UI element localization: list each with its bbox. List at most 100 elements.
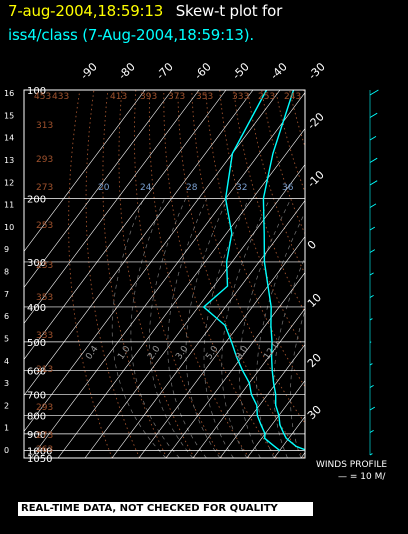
isotherm [24,90,200,324]
dewpoint-trace [202,90,281,451]
dry-adiabat-label: 373 [168,92,185,102]
dry-adiabat [318,90,408,458]
wind-barb [369,363,373,366]
isotherm [57,128,305,458]
wind-barb [369,406,376,411]
height-tick-label: 5 [4,334,9,343]
moist-adiabat-label: 1.0 [116,344,133,362]
wind-barb [369,341,372,343]
pressure-tick-label: 900 [27,430,46,441]
dry-adiabat [387,90,408,458]
dry-adiabat [401,90,408,458]
isotherm [192,308,305,458]
wind-barb [369,157,378,163]
top-temp-tick-label: -60 [192,60,214,82]
pressure-tick-label: 1000 [27,446,52,457]
right-temp-tick-label: 0 [305,238,319,252]
dry-adiabat [219,90,305,351]
moist-adiabat-label: 3.0 [174,344,191,362]
height-tick-label: 10 [4,223,14,232]
height-tick-label: 14 [4,134,14,143]
mixing-ratio-label: 36 [282,183,294,193]
moist-adiabat [238,198,292,458]
dry-adiabat-label: 263 [36,445,53,455]
moist-adiabat [221,198,271,458]
dry-adiabat [359,90,408,458]
temperature-trace [262,90,305,451]
dry-adiabat-label: 333 [36,331,53,341]
isotherm [300,452,305,458]
dry-adiabat [275,90,305,194]
moist-adiabat [323,199,397,459]
height-tick-label: 7 [4,290,9,299]
isotherm [165,272,305,458]
height-tick-label: 0 [4,446,9,455]
height-tick-label: 8 [4,268,9,277]
moist-adiabat [167,198,208,458]
dry-adiabat [373,90,408,458]
dry-adiabat-label: 273 [36,183,53,193]
dry-adiabat [247,90,305,275]
wind-barb [369,453,373,456]
top-temp-tick-label: -70 [154,60,176,82]
pressure-tick-label: 500 [27,338,46,349]
dry-adiabat-label: 293 [36,155,53,165]
right-temp-tick-label: 20 [305,351,324,370]
moist-adiabat [203,198,250,458]
moist-adiabat-label: 5.0 [204,344,221,362]
moist-adiabat-label: 2.0 [146,344,163,362]
isotherm [30,92,305,458]
dry-adiabat-label: 293 [36,403,53,413]
isotherm [328,90,408,458]
top-temp-tick-label: -40 [268,60,290,82]
moist-adiabat-label: 0.4 [84,344,101,362]
isotherm [111,200,305,458]
pressure-tick-label: 700 [27,391,46,402]
dry-adiabat [85,90,141,458]
title-datetime: 7-aug-2004,18:59:13 [8,2,164,20]
dry-adiabat-label: 413 [110,92,127,102]
wind-barb [369,112,378,118]
isotherm [382,90,408,458]
isotherm [138,236,305,458]
height-tick-label: 4 [4,357,9,366]
pressure-tick-label: 1050 [27,454,52,465]
dry-adiabat [205,90,305,388]
isotherm [84,164,305,458]
dry-adiabat [177,90,305,458]
pressure-tick-label: 200 [27,194,46,205]
winds-profile-scale: — = 10 M/ [338,472,386,482]
wind-barb [369,294,374,298]
top-temp-tick-label: -80 [116,60,138,82]
isotherm [24,90,254,396]
dry-adiabat-label: 433 [52,92,69,102]
dry-adiabat-label: 253 [36,221,53,231]
isotherm [24,90,146,252]
mixing-ratio-label: 32 [236,183,247,193]
plot-area [24,90,408,459]
dry-adiabat-label: 273 [36,431,53,441]
dry-adiabat [102,90,168,458]
height-tick-label: 16 [4,89,14,98]
top-temp-tick-label: -50 [230,60,252,82]
height-tick-label: 3 [4,379,9,388]
mixing-ratio-label: 20 [98,183,110,193]
mixing-ratio-label: 28 [186,183,198,193]
dry-adiabat [303,90,305,98]
isotherm [246,380,305,458]
dry-adiabat-label: 253 [258,92,275,102]
dry-adiabat [133,90,223,458]
height-tick-label: 6 [4,312,9,321]
wind-barb [369,226,376,231]
wind-barb [369,180,378,186]
title-text: Skew-t plot for [175,2,283,20]
right-temp-tick-label: -20 [305,110,327,132]
dry-adiabat [289,90,305,149]
dry-adiabat [233,90,305,314]
dry-adiabat-label: 313 [36,365,53,375]
dry-adiabat-label: 353 [36,293,53,303]
wind-barb [369,384,374,388]
wind-barb [369,203,377,208]
isotherm [219,344,305,458]
